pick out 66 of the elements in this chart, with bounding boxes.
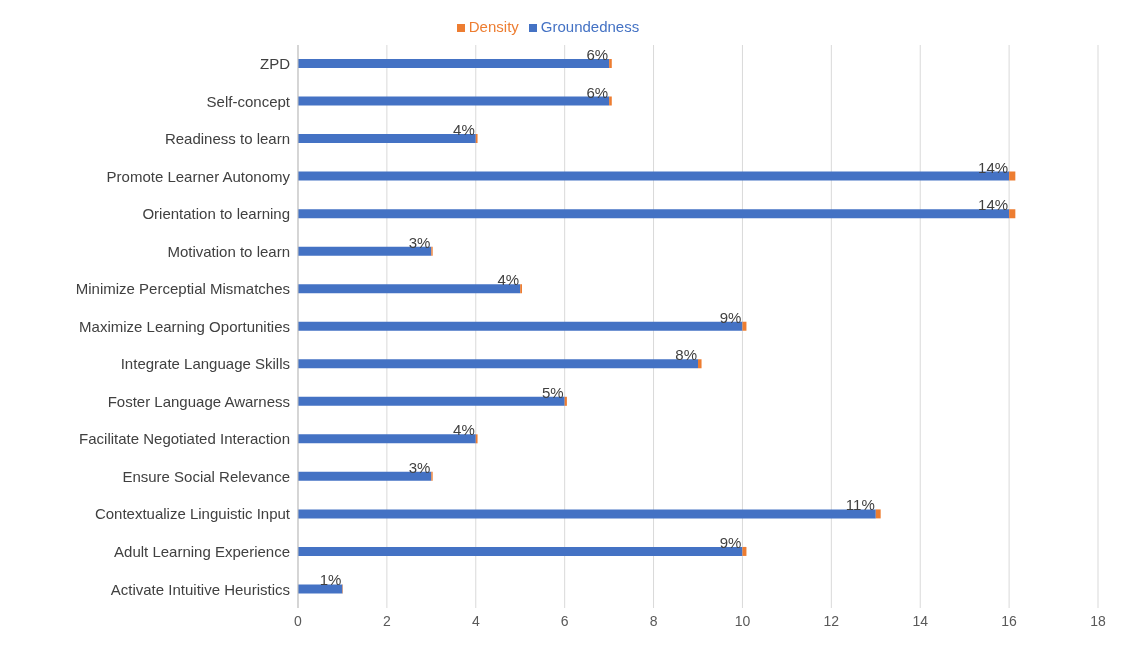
y-tick-label: Activate Intuitive Heuristics: [110, 580, 290, 598]
y-tick-label: Promote Learner Autonomy: [106, 167, 291, 185]
bar: [298, 209, 1010, 219]
data-label: 6%: [586, 83, 609, 101]
y-tick-label: Adult Learning Experience: [114, 543, 290, 561]
bar: [298, 96, 610, 106]
bar: [298, 471, 432, 481]
data-label: 6%: [586, 46, 609, 63]
x-tick-label: 12: [823, 612, 840, 629]
y-tick-label: Minimize Perceptial Mismatches: [75, 280, 290, 298]
y-tick-label: Facilitate Negotiated Interaction: [79, 430, 290, 448]
x-tick-label: 14: [912, 612, 929, 629]
x-tick-label: 6: [560, 612, 569, 629]
data-label: 14%: [978, 158, 1009, 176]
data-label: 4%: [497, 271, 520, 289]
bar: [609, 59, 612, 68]
x-tick-label: 2: [382, 612, 391, 629]
y-tick-label: Contextualize Linguistic Input: [94, 505, 291, 523]
bar: [1009, 171, 1016, 181]
bar: [698, 359, 702, 369]
data-label: 1%: [319, 571, 342, 589]
y-tick-label: Readiness to learn: [164, 130, 290, 148]
y-tick-label: Maximize Learning Oportunities: [79, 317, 290, 335]
x-tick-label: 8: [649, 612, 658, 629]
bar: [298, 434, 476, 444]
bar: [298, 321, 743, 331]
x-tick-label: 4: [471, 612, 480, 629]
bar: [875, 509, 881, 519]
bar: [1009, 209, 1016, 219]
y-tick-label: ZPD: [260, 55, 291, 73]
bar: [298, 546, 743, 556]
bar: [298, 246, 432, 256]
x-tick-label: 0: [294, 612, 303, 629]
x-tick-label: 16: [1001, 612, 1018, 629]
data-label: 3%: [408, 458, 431, 476]
bar: [298, 584, 343, 594]
bar: [298, 59, 610, 68]
x-tick-label: 10: [734, 612, 751, 629]
y-tick-label: Foster Language Awarness: [107, 392, 290, 410]
data-label: 4%: [453, 421, 475, 439]
x-tick-label: 18: [1090, 612, 1106, 629]
data-label: 9%: [719, 533, 742, 551]
data-label: 4%: [453, 121, 475, 139]
bar: [298, 509, 876, 519]
bar: [298, 359, 698, 369]
bar: [742, 546, 747, 556]
bar: [298, 171, 1010, 181]
bar: [298, 396, 565, 406]
y-tick-label: Orientation to learning: [142, 205, 290, 223]
legend-label: Groundedness: [540, 18, 640, 35]
data-label: 14%: [978, 196, 1009, 214]
data-label: 9%: [719, 308, 742, 326]
bar: [564, 396, 567, 406]
y-tick-label: Ensure Social Relevance: [122, 467, 290, 485]
y-tick-label: Motivation to learn: [167, 242, 290, 260]
bar: [742, 321, 747, 331]
bar: [609, 96, 612, 106]
data-label: 11%: [845, 496, 875, 514]
data-label: 5%: [541, 383, 564, 401]
bar: [298, 284, 521, 294]
data-label: 3%: [408, 233, 431, 251]
y-tick-label: Self-concept: [206, 92, 291, 110]
data-label: 8%: [675, 346, 697, 364]
legend-label: Density: [468, 18, 519, 35]
y-tick-label: Integrate Language Skills: [120, 355, 290, 373]
bar: [298, 134, 476, 144]
